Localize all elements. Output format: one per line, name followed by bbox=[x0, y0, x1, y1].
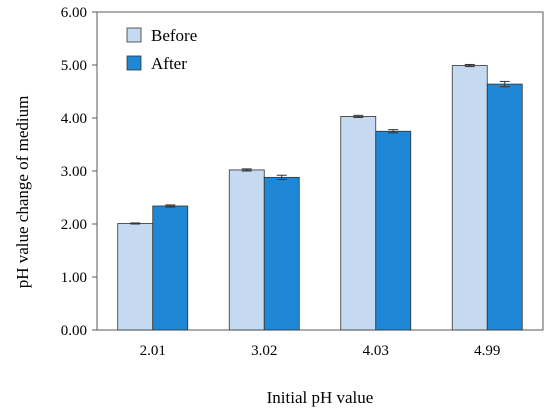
error-bars bbox=[130, 63, 510, 225]
bar-after-4.99 bbox=[486, 83, 523, 331]
bar-before-4.03 bbox=[340, 116, 377, 331]
x-tick-label: 4.99 bbox=[474, 343, 500, 359]
legend-label-before: Before bbox=[151, 26, 197, 45]
x-tick-label: 4.03 bbox=[363, 343, 389, 359]
y-tick-label: 0.00 bbox=[61, 323, 87, 339]
y-axis-title: pH value change of medium bbox=[13, 96, 32, 289]
legend-label-after: After bbox=[151, 54, 187, 73]
y-tick-label: 5.00 bbox=[61, 58, 87, 74]
bar-after-4.03 bbox=[375, 130, 412, 331]
bar-before-2.01 bbox=[117, 223, 154, 331]
y-tick-label: 4.00 bbox=[61, 111, 87, 127]
x-axis-ticks: 2.01 3.02 4.03 4.99 bbox=[140, 343, 501, 359]
y-tick-label: 6.00 bbox=[61, 5, 87, 21]
y-tick-label: 1.00 bbox=[61, 270, 87, 286]
legend-swatch-before bbox=[126, 27, 142, 43]
x-tick-label: 3.02 bbox=[251, 343, 277, 359]
bar-before-3.02 bbox=[228, 169, 265, 331]
y-tick-label: 2.00 bbox=[61, 217, 87, 233]
y-tick-label: 3.00 bbox=[61, 164, 87, 180]
legend: Before After bbox=[126, 26, 197, 73]
bars bbox=[117, 65, 523, 331]
bar-before-4.99 bbox=[451, 65, 488, 331]
legend-swatch-after bbox=[126, 55, 142, 71]
bar-after-3.02 bbox=[263, 176, 300, 331]
y-axis-ticks: 0.00 1.00 2.00 3.00 4.00 5.00 6.00 bbox=[61, 5, 97, 339]
x-axis-title: Initial pH value bbox=[267, 388, 374, 407]
x-tick-label: 2.01 bbox=[140, 343, 166, 359]
bar-after-2.01 bbox=[152, 205, 189, 331]
